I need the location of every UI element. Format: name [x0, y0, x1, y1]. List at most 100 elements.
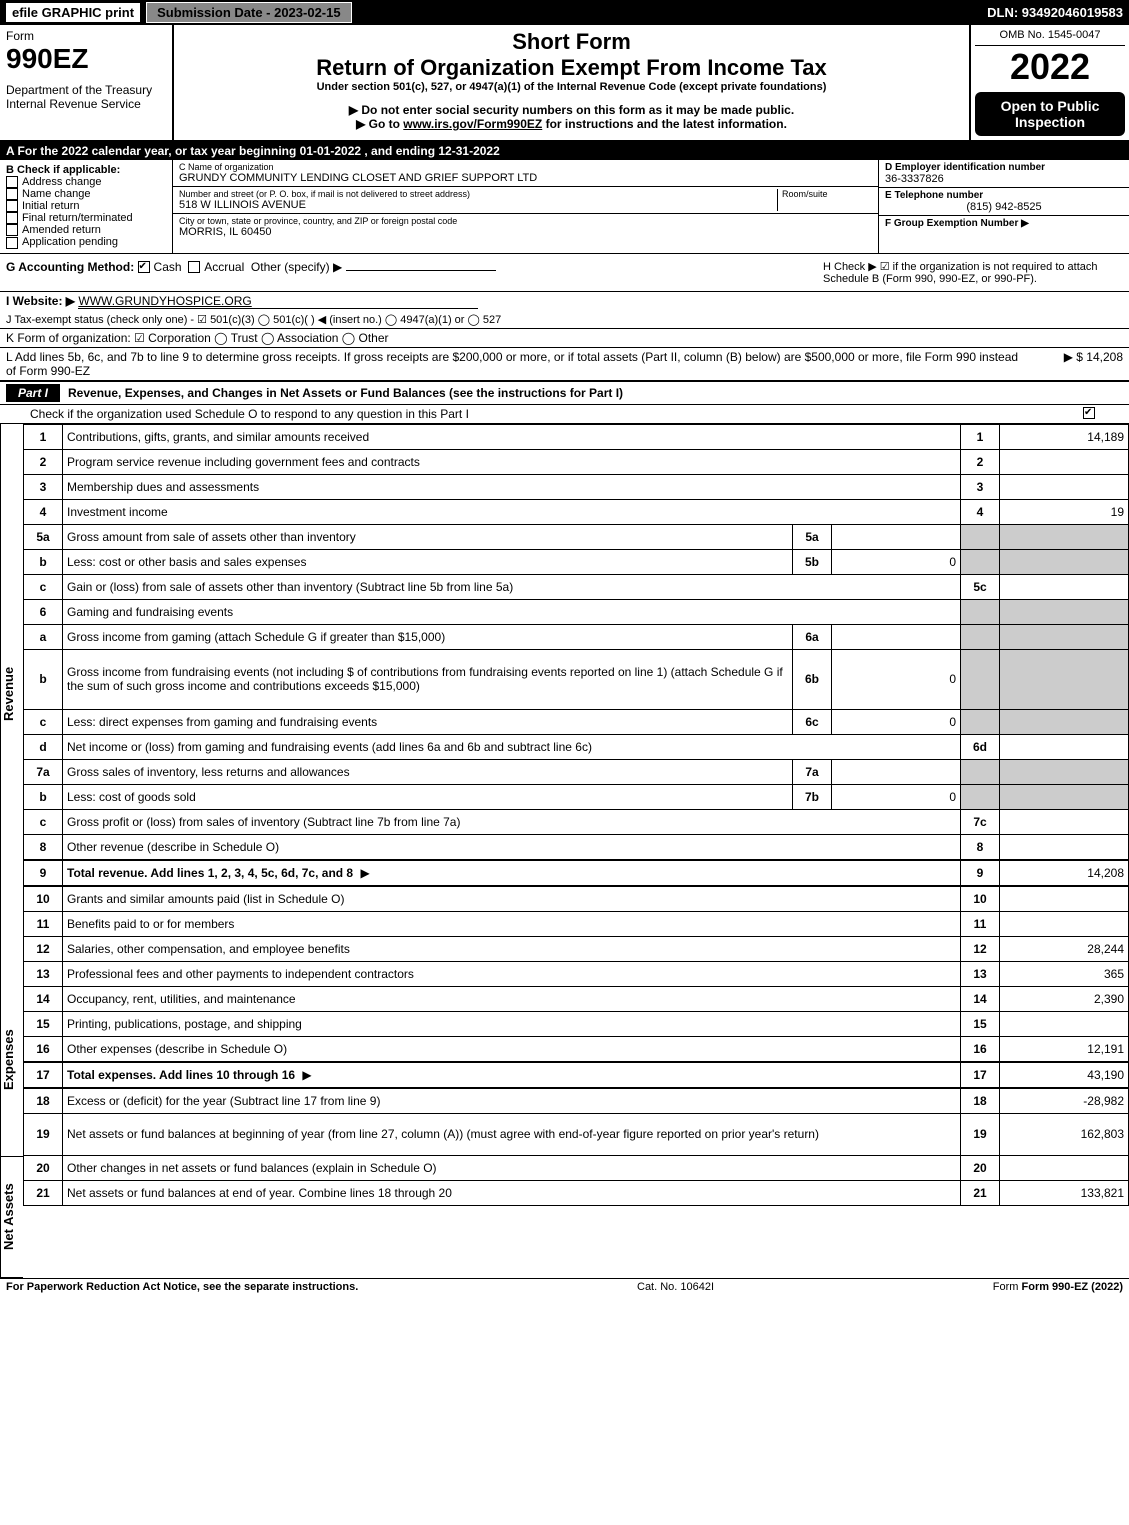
side-labels: Revenue Expenses Net Assets	[0, 424, 23, 1278]
netassets-label: Net Assets	[0, 1157, 23, 1278]
line-3: 3 Membership dues and assessments 3	[24, 474, 1129, 499]
line-18: 18 Excess or (deficit) for the year (Sub…	[24, 1088, 1129, 1114]
line-7c: c Gross profit or (loss) from sales of i…	[24, 809, 1129, 834]
revenue-label: Revenue	[0, 424, 23, 964]
org-name: GRUNDY COMMUNITY LENDING CLOSET AND GRIE…	[179, 172, 872, 184]
header-left: Form 990EZ Department of the Treasury In…	[0, 25, 174, 140]
line-5a: 5a Gross amount from sale of assets othe…	[24, 524, 1129, 549]
line-6c: c Less: direct expenses from gaming and …	[24, 709, 1129, 734]
omb-number: OMB No. 1545-0047	[975, 29, 1125, 46]
form-number: 990EZ	[6, 43, 166, 75]
g-other: Other (specify) ▶	[251, 260, 342, 274]
tax-year: 2022	[975, 46, 1125, 88]
city-cell: City or town, state or province, country…	[173, 214, 878, 240]
section-c: C Name of organization GRUNDY COMMUNITY …	[173, 160, 878, 253]
line-13: 13 Professional fees and other payments …	[24, 961, 1129, 986]
cb-initial-return[interactable]: Initial return	[6, 200, 166, 212]
room-suite-label: Room/suite	[777, 189, 872, 211]
b-title: B Check if applicable:	[6, 164, 166, 176]
under-section: Under section 501(c), 527, or 4947(a)(1)…	[182, 81, 961, 93]
website-link[interactable]: WWW.GRUNDYHOSPICE.ORG	[78, 294, 478, 309]
cb-final-return[interactable]: Final return/terminated	[6, 212, 166, 224]
line-2: 2 Program service revenue including gove…	[24, 449, 1129, 474]
goto-pre: ▶ Go to	[356, 117, 403, 131]
submission-date: Submission Date - 2023-02-15	[146, 2, 352, 23]
footer-left: For Paperwork Reduction Act Notice, see …	[6, 1281, 358, 1293]
lines-table: 1 Contributions, gifts, grants, and simi…	[23, 424, 1129, 1206]
part-i-header-row: Part I Revenue, Expenses, and Changes in…	[0, 381, 1129, 405]
cb-accrual[interactable]	[188, 261, 200, 273]
efile-label: efile GRAPHIC print	[6, 3, 140, 22]
section-def: D Employer identification number 36-3337…	[878, 160, 1129, 253]
tel-label: E Telephone number	[885, 190, 1123, 201]
form-word: Form	[6, 29, 166, 43]
row-l: L Add lines 5b, 6c, and 7b to line 9 to …	[0, 348, 1129, 381]
do-not-enter: ▶ Do not enter social security numbers o…	[182, 103, 961, 117]
line-12: 12 Salaries, other compensation, and emp…	[24, 936, 1129, 961]
cb-name-change[interactable]: Name change	[6, 188, 166, 200]
line-6d: d Net income or (loss) from gaming and f…	[24, 734, 1129, 759]
ein-cell: D Employer identification number 36-3337…	[879, 160, 1129, 188]
cb-application-pending[interactable]: Application pending	[6, 236, 166, 248]
cb-cash[interactable]	[138, 261, 150, 273]
goto-line: ▶ Go to www.irs.gov/Form990EZ for instru…	[182, 117, 961, 131]
l-amount: ▶ $ 14,208	[1023, 350, 1123, 378]
line-6: 6 Gaming and fundraising events	[24, 599, 1129, 624]
line-9: 9 Total revenue. Add lines 1, 2, 3, 4, 5…	[24, 860, 1129, 886]
line-7b: b Less: cost of goods sold 7b 0	[24, 784, 1129, 809]
cb-address-change[interactable]: Address change	[6, 176, 166, 188]
city-label: City or town, state or province, country…	[179, 216, 872, 226]
footer-right: Form Form 990-EZ (2022)	[993, 1281, 1123, 1293]
line-14: 14 Occupancy, rent, utilities, and maint…	[24, 986, 1129, 1011]
cb-schedule-o[interactable]	[1083, 407, 1095, 419]
section-b: B Check if applicable: Address change Na…	[0, 160, 173, 253]
street-address: 518 W ILLINOIS AVENUE	[179, 199, 777, 211]
g-label: G Accounting Method:	[6, 260, 134, 274]
header-center: Short Form Return of Organization Exempt…	[174, 25, 969, 140]
line-21: 21 Net assets or fund balances at end of…	[24, 1180, 1129, 1205]
tel-cell: E Telephone number (815) 942-8525	[879, 188, 1129, 216]
row-h: H Check ▶ ☑ if the organization is not r…	[823, 260, 1123, 285]
i-label: I Website: ▶	[6, 294, 75, 308]
row-a-taxyear: A For the 2022 calendar year, or tax yea…	[0, 142, 1129, 160]
line-6b: b Gross income from fundraising events (…	[24, 649, 1129, 709]
part-i-check: Check if the organization used Schedule …	[0, 405, 1129, 424]
line-7a: 7a Gross sales of inventory, less return…	[24, 759, 1129, 784]
short-form-title: Short Form	[182, 29, 961, 55]
part-i-label: Part I	[6, 384, 60, 402]
row-j: J Tax-exempt status (check only one) - ☑…	[0, 311, 1129, 329]
ein: 36-3337826	[885, 173, 1123, 185]
page-footer: For Paperwork Reduction Act Notice, see …	[0, 1278, 1129, 1295]
city-state-zip: MORRIS, IL 60450	[179, 226, 872, 238]
l-text: L Add lines 5b, 6c, and 7b to line 9 to …	[6, 350, 1023, 378]
top-bar: efile GRAPHIC print Submission Date - 20…	[0, 0, 1129, 25]
open-to-public: Open to Public Inspection	[975, 92, 1125, 136]
dln: DLN: 93492046019583	[987, 5, 1123, 20]
row-i: I Website: ▶ WWW.GRUNDYHOSPICE.ORG	[0, 292, 1129, 311]
line-4: 4 Investment income 4 19	[24, 499, 1129, 524]
expenses-label: Expenses	[0, 964, 23, 1157]
line-11: 11 Benefits paid to or for members 11	[24, 911, 1129, 936]
dept-label: Department of the Treasury	[6, 83, 166, 97]
line-5c: c Gain or (loss) from sale of assets oth…	[24, 574, 1129, 599]
part-i-check-text: Check if the organization used Schedule …	[30, 407, 469, 421]
cb-amended-return[interactable]: Amended return	[6, 224, 166, 236]
line-10: 10 Grants and similar amounts paid (list…	[24, 886, 1129, 912]
irs-label: Internal Revenue Service	[6, 97, 166, 111]
lines-container: Revenue Expenses Net Assets 1 Contributi…	[0, 424, 1129, 1278]
goto-link[interactable]: www.irs.gov/Form990EZ	[403, 117, 542, 131]
header-right: OMB No. 1545-0047 2022 Open to Public In…	[969, 25, 1129, 140]
line-5b: b Less: cost or other basis and sales ex…	[24, 549, 1129, 574]
c-name-label: C Name of organization	[179, 162, 872, 172]
line-20: 20 Other changes in net assets or fund b…	[24, 1155, 1129, 1180]
row-gh: G Accounting Method: Cash Accrual Other …	[0, 254, 1129, 292]
line-15: 15 Printing, publications, postage, and …	[24, 1011, 1129, 1036]
org-name-cell: C Name of organization GRUNDY COMMUNITY …	[173, 160, 878, 187]
footer-mid: Cat. No. 10642I	[637, 1281, 714, 1293]
return-title: Return of Organization Exempt From Incom…	[182, 55, 961, 81]
line-1: 1 Contributions, gifts, grants, and simi…	[24, 424, 1129, 449]
line-6a: a Gross income from gaming (attach Sched…	[24, 624, 1129, 649]
line-17: 17 Total expenses. Add lines 10 through …	[24, 1062, 1129, 1088]
address-cell: Number and street (or P. O. box, if mail…	[173, 187, 878, 214]
line-19: 19 Net assets or fund balances at beginn…	[24, 1113, 1129, 1155]
